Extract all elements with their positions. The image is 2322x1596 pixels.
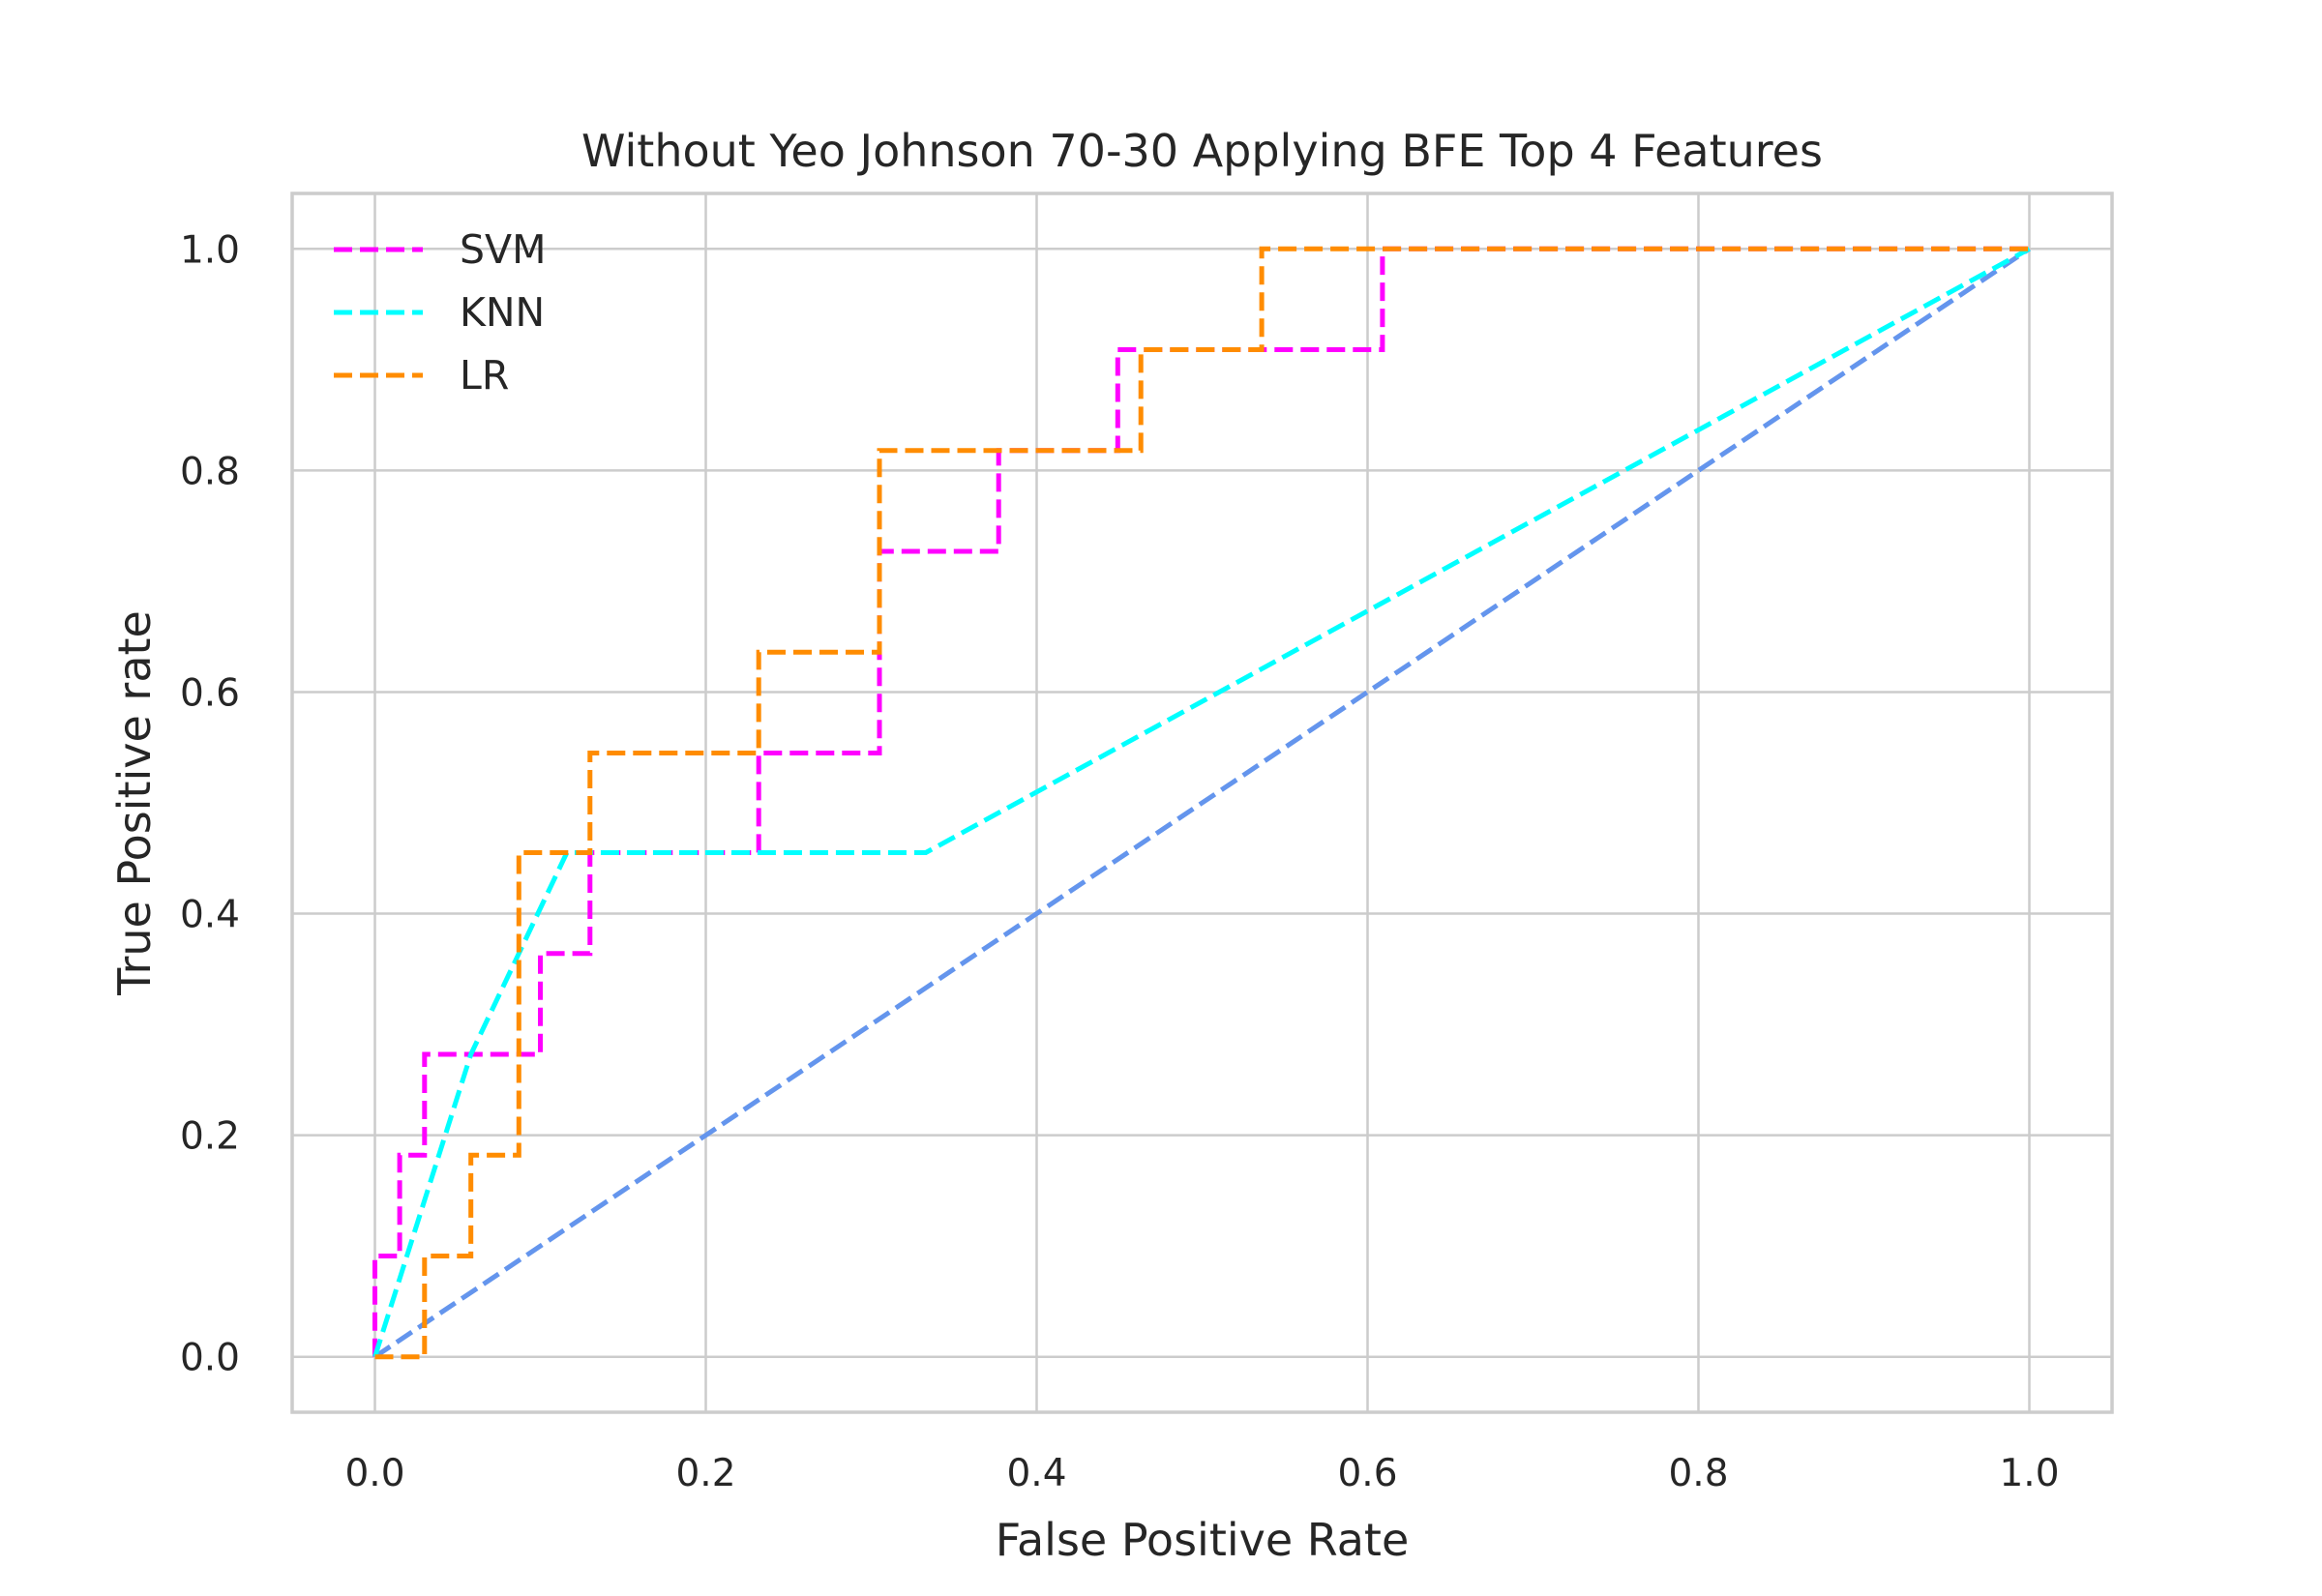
y-tick-label: 0.2 bbox=[180, 1115, 240, 1159]
legend-label-svm: SVM bbox=[460, 226, 546, 273]
legend-label-knn: KNN bbox=[460, 289, 545, 336]
chart-title: Without Yeo Johnson 70-30 Applying BFE T… bbox=[581, 125, 1823, 177]
x-tick-label: 0.8 bbox=[1668, 1452, 1728, 1495]
y-tick-label: 0.0 bbox=[180, 1337, 240, 1380]
grid bbox=[292, 193, 2112, 1412]
y-tick-label: 0.4 bbox=[180, 894, 240, 937]
x-tick-label: 0.2 bbox=[675, 1452, 735, 1495]
plot-lines bbox=[372, 246, 2031, 1360]
x-tick-label: 1.0 bbox=[1999, 1452, 2059, 1495]
x-axis-label: False Positive Rate bbox=[996, 1514, 1410, 1566]
x-tick-label: 0.6 bbox=[1337, 1452, 1397, 1495]
tick-labels: 0.0 0.2 0.4 0.6 0.8 1.0 0.0 0.2 0.4 0.6 0.8 1.0 bbox=[180, 228, 2060, 1495]
reference-diagonal-line bbox=[373, 247, 2031, 1359]
y-tick-label: 0.6 bbox=[180, 671, 240, 715]
series-line-lr bbox=[374, 246, 2030, 1360]
x-tick-label: 0.4 bbox=[1006, 1452, 1066, 1495]
y-tick-label: 1.0 bbox=[180, 228, 240, 272]
legend: SVM KNN LR bbox=[334, 226, 546, 399]
y-tick-label: 0.8 bbox=[180, 450, 240, 493]
plot-frame bbox=[290, 192, 2114, 1414]
x-tick-label: 0.0 bbox=[344, 1452, 404, 1495]
legend-label-lr: LR bbox=[460, 352, 509, 399]
y-axis-label: True Positive rate bbox=[108, 610, 161, 996]
